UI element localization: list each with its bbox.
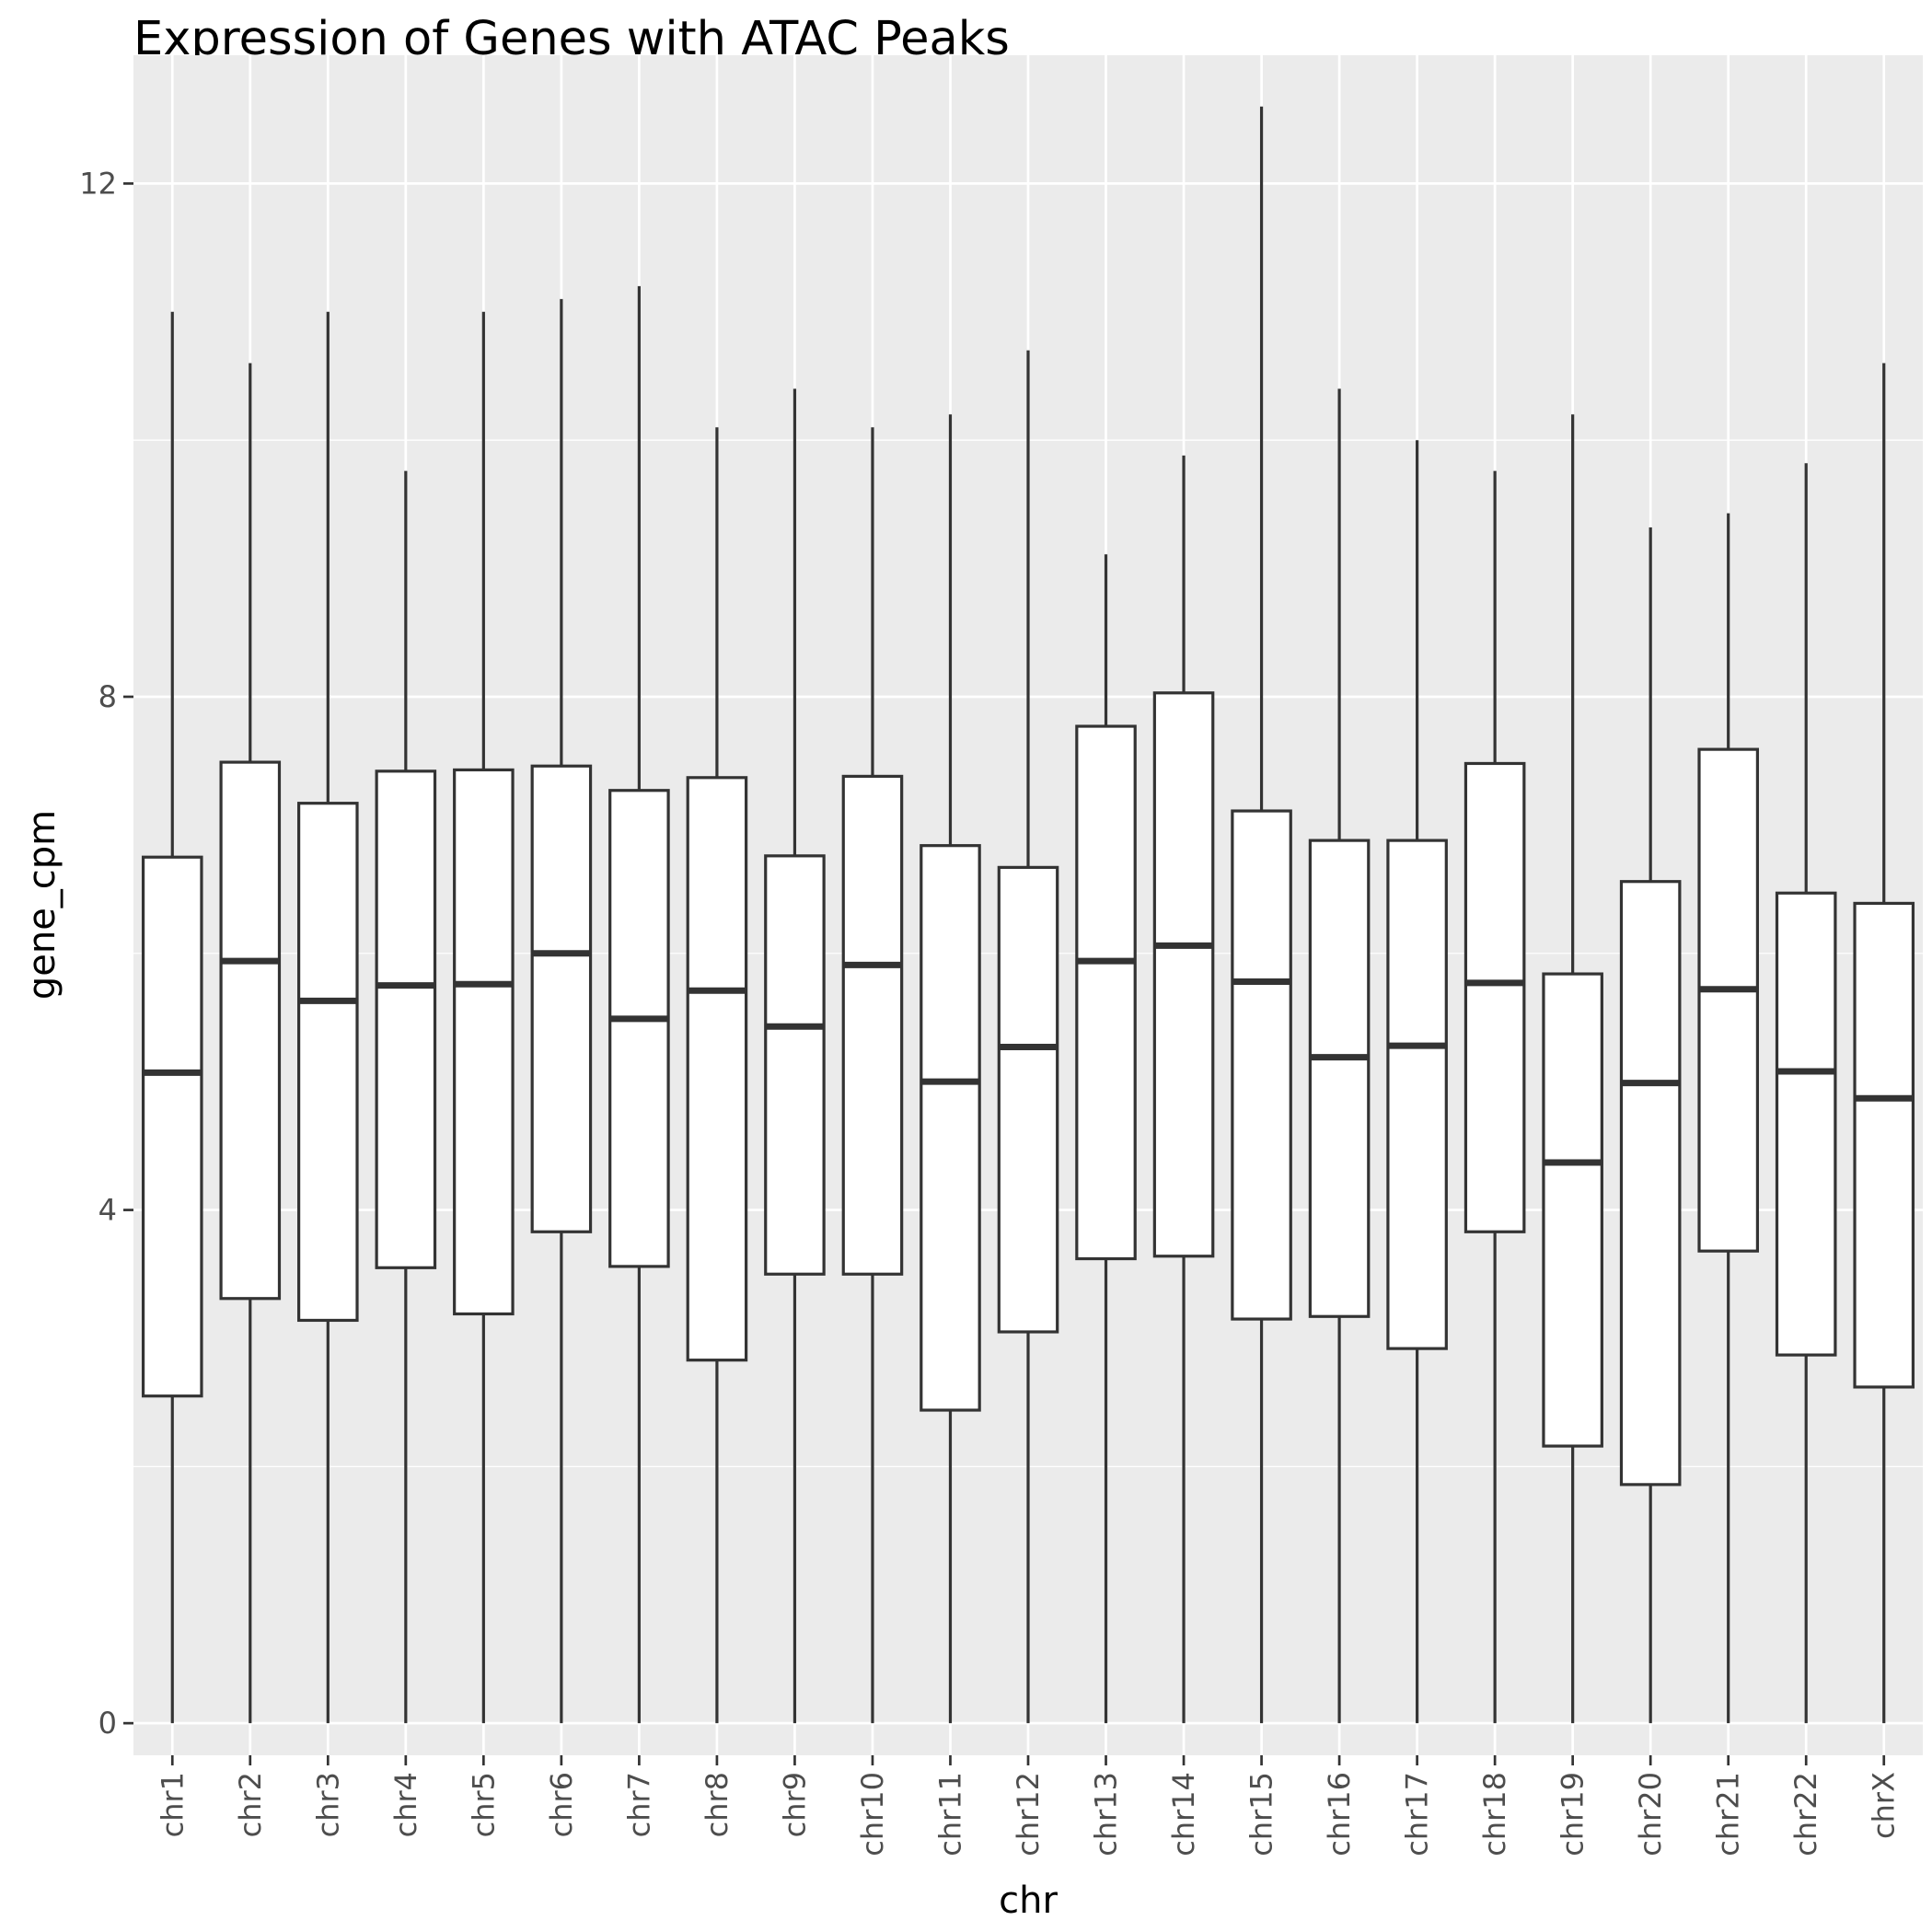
box-iqr: [1619, 880, 1682, 1487]
box-chr2: [219, 363, 282, 1724]
box-chr17: [1386, 440, 1448, 1724]
x-tick-label: chr22: [1788, 1772, 1823, 1857]
box-iqr: [686, 776, 748, 1362]
box-chr19: [1542, 414, 1603, 1724]
box-iqr: [1231, 809, 1292, 1321]
x-tick-label: chr6: [544, 1772, 579, 1837]
box-iqr: [920, 844, 981, 1412]
x-tick-label: chr5: [466, 1772, 501, 1837]
box-chr3: [297, 311, 359, 1724]
box-iqr: [841, 774, 904, 1276]
box-iqr: [530, 764, 593, 1233]
box-iqr: [1075, 724, 1137, 1261]
y-tick-label: 0: [98, 1706, 117, 1741]
box-chr9: [764, 388, 826, 1724]
x-tick-label: chr16: [1322, 1772, 1357, 1857]
y-axis-title: gene_cpm: [21, 810, 64, 1000]
box-chr4: [375, 470, 437, 1724]
x-tick-label: chr2: [233, 1772, 268, 1837]
x-tick-label: chr1: [155, 1772, 190, 1837]
box-iqr: [608, 789, 670, 1268]
x-axis: chr1 chr2 chr3 chr4 chr5 chr6 chr7 chr8 chr9 chr1…: [155, 1755, 1902, 1857]
box-iqr: [219, 760, 282, 1301]
x-tick-label: chr21: [1711, 1772, 1746, 1857]
box-iqr: [1152, 691, 1215, 1258]
x-tick-label: chr3: [310, 1772, 345, 1837]
box-iqr: [297, 802, 359, 1323]
x-tick-label: chr11: [932, 1772, 967, 1857]
x-tick-label: chr19: [1556, 1772, 1591, 1857]
box-iqr: [1775, 891, 1837, 1357]
box-iqr: [1697, 747, 1759, 1253]
x-tick-label: chr17: [1400, 1772, 1435, 1857]
box-chr12: [997, 350, 1059, 1724]
box-iqr: [997, 865, 1059, 1334]
box-chr14: [1152, 455, 1215, 1724]
x-axis-title: chr: [999, 1880, 1058, 1922]
x-tick-label: chr15: [1244, 1772, 1279, 1857]
box-iqr: [1463, 761, 1526, 1233]
x-tick-label: chr18: [1477, 1772, 1512, 1857]
box-chr7: [608, 285, 670, 1724]
box-iqr: [1308, 839, 1371, 1318]
x-tick-label: chr8: [700, 1772, 735, 1837]
y-tick-label: 8: [98, 679, 117, 714]
y-axis: 0 4 8 12: [79, 166, 133, 1741]
box-chr11: [920, 414, 981, 1724]
box-chr8: [686, 427, 748, 1724]
x-tick-label: chr20: [1633, 1772, 1668, 1857]
box-iqr: [1542, 972, 1603, 1448]
box-chr1: [141, 311, 203, 1724]
x-tick-label: chrX: [1867, 1772, 1902, 1839]
x-tick-label: chr10: [855, 1772, 890, 1857]
y-tick-label: 4: [98, 1193, 117, 1228]
box-series: [141, 106, 1915, 1724]
x-tick-label: chr7: [621, 1772, 656, 1837]
box-chr15: [1231, 106, 1292, 1724]
x-tick-label: chr14: [1166, 1772, 1201, 1857]
box-iqr: [141, 855, 203, 1398]
box-chr13: [1075, 554, 1137, 1724]
box-chr16: [1308, 388, 1371, 1724]
box-chr5: [453, 311, 515, 1724]
box-iqr: [1386, 839, 1448, 1350]
x-tick-label: chr13: [1089, 1772, 1124, 1857]
box-chrX: [1853, 363, 1915, 1724]
x-tick-label: chr4: [388, 1772, 423, 1837]
box-iqr: [1853, 901, 1915, 1389]
box-iqr: [453, 768, 515, 1316]
box-chr21: [1697, 513, 1759, 1724]
box-chr22: [1775, 463, 1837, 1724]
box-chr10: [841, 427, 904, 1724]
x-tick-label: chr12: [1011, 1772, 1046, 1857]
x-tick-label: chr9: [777, 1772, 812, 1837]
box-chr18: [1463, 470, 1526, 1724]
box-chr20: [1619, 526, 1682, 1724]
box-iqr: [764, 854, 826, 1276]
y-tick-label: 12: [79, 166, 117, 201]
box-iqr: [375, 769, 437, 1269]
box-chr6: [530, 298, 593, 1724]
